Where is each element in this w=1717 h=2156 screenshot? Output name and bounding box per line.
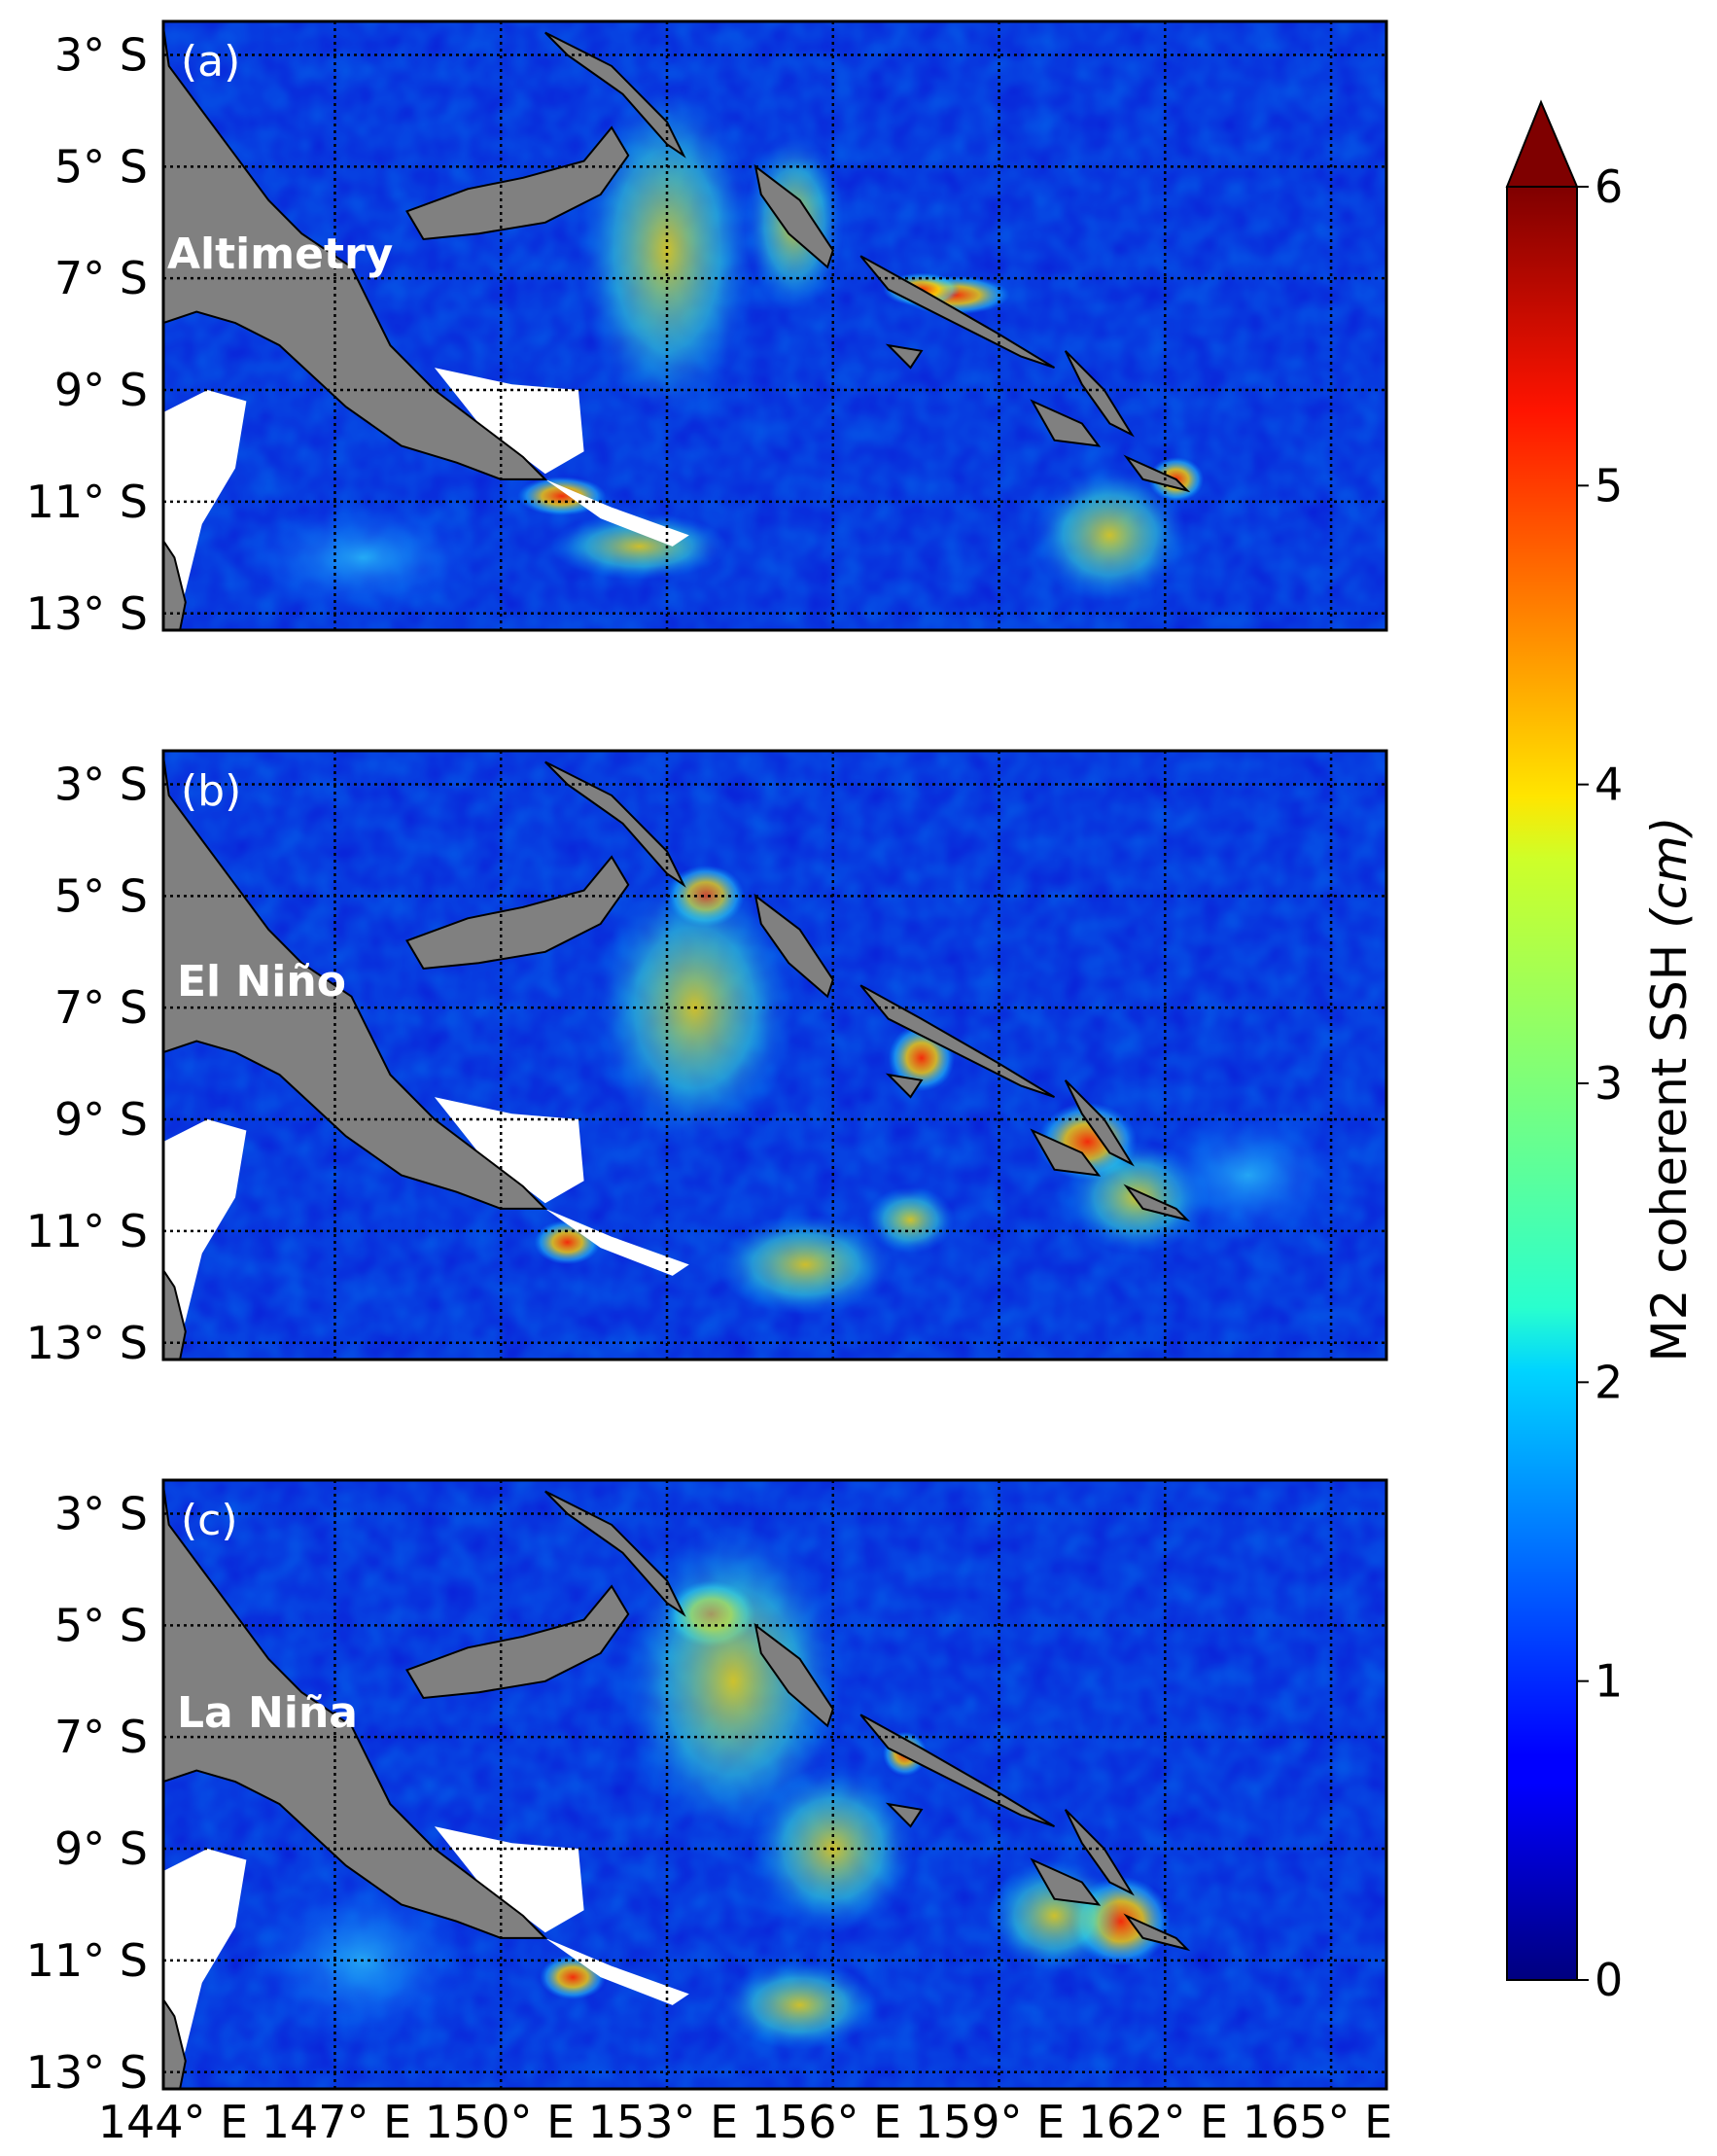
panel-letter: (a)	[181, 37, 240, 87]
lon-tick-165: 165° E	[1243, 2096, 1393, 2148]
lat-tick-label: 3° S	[54, 1487, 148, 1539]
missing-data-region	[163, 1849, 247, 2089]
lat-tick-label: 13° S	[26, 1317, 148, 1369]
map-panel-el-nino: 3° S 5° S 7° S 9° S 11° S 13° S (b) El Niño	[26, 749, 1388, 1369]
lon-tick-150: 150° E	[425, 2096, 576, 2148]
colorbar-label: M2 coherent SSH (cm)	[1641, 817, 1698, 1362]
missing-data-region	[163, 390, 247, 630]
land-mass	[753, 163, 834, 269]
panel-title: El Niño	[177, 957, 346, 1007]
ssh-hotspot	[1148, 1108, 1349, 1243]
ssh-hotspot	[534, 1219, 601, 1265]
map-panel-la-nina: 3° S 5° S 7° S 9° S 11° S 13° S (c) La Niña	[26, 1478, 1388, 2099]
panel-title: La Niña	[177, 1688, 358, 1738]
colorbar-extend-arrow	[1505, 99, 1579, 188]
missing-data-region	[544, 478, 689, 547]
land-mass	[544, 760, 686, 888]
missing-data-region	[544, 1208, 689, 1276]
colorbar: 0 1 2 3 4 5 6 M2 coherent SSH (cm)	[1505, 99, 1698, 2006]
land-mass	[885, 1073, 924, 1099]
panel-frame	[161, 1478, 1388, 2091]
lon-tick-162: 162° E	[1078, 2096, 1229, 2148]
land-mass	[1123, 1913, 1191, 1952]
colorbar-tick-label: 0	[1594, 1954, 1623, 2006]
land-mass	[544, 1490, 686, 1617]
ssh-hotspot	[240, 501, 485, 614]
land-mass	[753, 1622, 834, 1728]
ssh-hotspot	[865, 1185, 955, 1254]
land-mass	[1030, 1857, 1102, 1906]
ssh-hotspot	[721, 1960, 878, 2050]
ssh-hotspot	[988, 1859, 1121, 1972]
land-mass	[1030, 399, 1102, 447]
land-mass	[885, 1802, 924, 1828]
lat-tick-label: 9° S	[54, 1822, 148, 1875]
land-mass	[405, 1584, 630, 1700]
colorbar-tick-label: 5	[1594, 459, 1623, 512]
colorbar-tick-label: 4	[1594, 759, 1623, 811]
lon-tick-153: 153° E	[588, 2096, 739, 2148]
longitude-tick-labels: 144° E 147° E 150° E 153° E 156° E 159° …	[98, 2096, 1393, 2148]
land-mass	[1030, 1128, 1102, 1177]
panel-frame	[161, 19, 1388, 632]
colorbar-tick-label: 2	[1594, 1356, 1623, 1408]
map-panel-altimetry: 3° S 5° S 7° S 9° S 11° S 13° S (a) Altimetry	[26, 19, 1388, 640]
land-mass	[1123, 454, 1191, 493]
land-mass	[753, 893, 834, 999]
ssh-hotspot	[717, 1214, 894, 1316]
land-mass	[859, 1714, 1056, 1828]
panel-letter: (b)	[181, 766, 241, 816]
lat-tick-label: 13° S	[26, 587, 148, 640]
lat-tick-label: 11° S	[26, 476, 148, 528]
lat-tick-label: 7° S	[54, 981, 148, 1034]
lat-tick-label: 9° S	[54, 1093, 148, 1146]
lat-tick-label: 5° S	[54, 1599, 148, 1651]
ssh-hotspot	[578, 83, 756, 418]
land-mass	[1123, 1184, 1191, 1222]
lat-tick-label: 11° S	[26, 1205, 148, 1257]
lat-tick-label: 3° S	[54, 758, 148, 810]
lon-tick-156: 156° E	[752, 2096, 902, 2148]
lat-tick-label: 13° S	[26, 2046, 148, 2099]
land-mass	[885, 343, 924, 370]
lat-tick-label: 11° S	[26, 1934, 148, 1987]
land-mass	[405, 125, 630, 241]
missing-data-region	[163, 1119, 247, 1360]
missing-data-region	[544, 1937, 689, 2005]
colorbar-tick-label: 6	[1594, 160, 1623, 213]
map-panels: 3° S5° S7° S9° S11° S13° S(a)Altimetry3°…	[26, 19, 1388, 2099]
lat-tick-label: 5° S	[54, 869, 148, 922]
land-mass	[1064, 350, 1135, 438]
missing-data-region	[434, 1097, 584, 1204]
missing-data-region	[434, 368, 584, 475]
lat-tick-label: 7° S	[54, 1711, 148, 1763]
colorbar-tick-label: 3	[1594, 1057, 1623, 1110]
missing-data-region	[434, 1826, 584, 1933]
land-mass	[1064, 1079, 1135, 1167]
land-mass	[163, 1997, 187, 2089]
land-mass	[163, 1268, 187, 1360]
colorbar-tick-label: 1	[1594, 1655, 1623, 1708]
lon-tick-147: 147° E	[262, 2096, 412, 2148]
land-mass	[859, 984, 1056, 1099]
colorbar-gradient	[1506, 186, 1578, 1981]
panel-frame	[161, 749, 1388, 1361]
panel-letter: (c)	[181, 1496, 238, 1545]
land-mass	[405, 855, 630, 971]
land-mass	[163, 539, 187, 630]
ssh-hotspot	[550, 512, 728, 581]
lat-tick-label: 9° S	[54, 364, 148, 416]
lon-tick-159: 159° E	[915, 2096, 1066, 2148]
lat-tick-label: 7° S	[54, 252, 148, 304]
land-mass	[1064, 1809, 1135, 1896]
lon-tick-144: 144° E	[98, 2096, 249, 2148]
panel-title: Altimetry	[167, 230, 393, 279]
land-mass	[859, 255, 1056, 370]
land-mass	[544, 31, 686, 159]
lat-tick-label: 5° S	[54, 140, 148, 193]
lat-tick-label: 3° S	[54, 28, 148, 81]
